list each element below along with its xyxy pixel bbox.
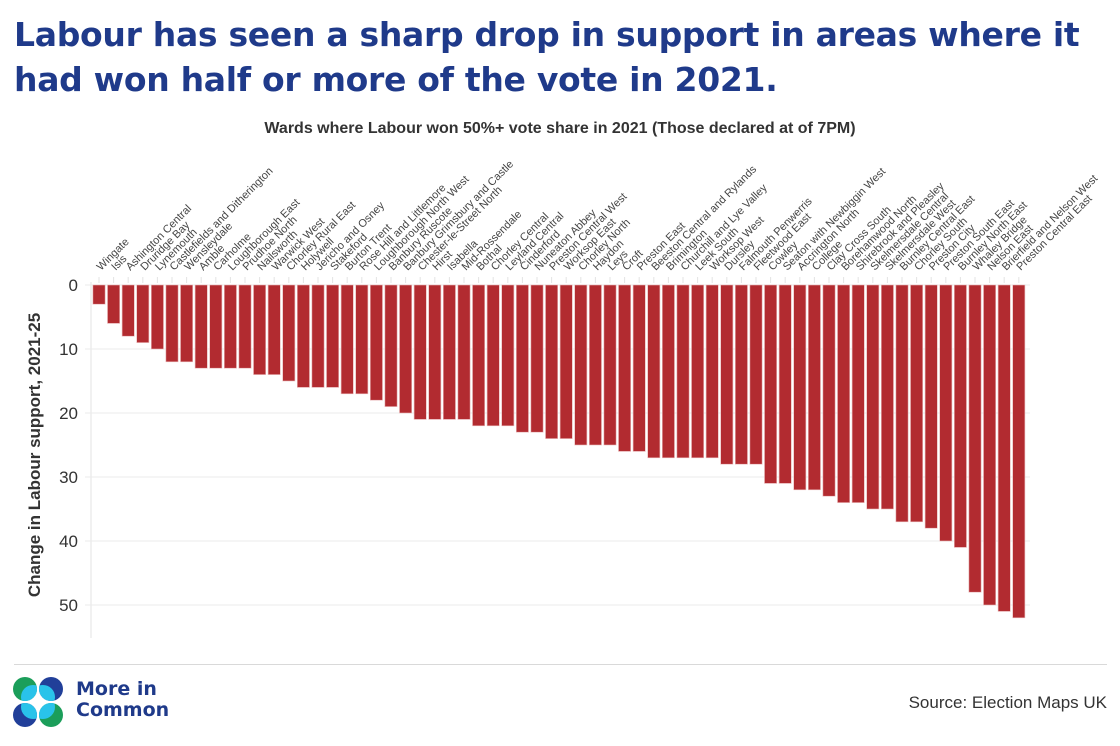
bar: Loughborough North West: 18 [369, 284, 383, 401]
bar: Rose Hill and Littlemore: 17 [355, 284, 369, 395]
y-tick-label: 0 [69, 276, 78, 295]
logo-wordmark: More in Common [76, 679, 169, 721]
bar: Castlefields and Ditherington: 12 [165, 284, 179, 363]
bar: Shirebrook and Pleasley: 34 [851, 284, 865, 503]
bar: Isabella: 21 [442, 284, 456, 420]
bar: Druridge Bay: 9 [136, 284, 150, 343]
bar: Banbury Grimsbury and Castle: 20 [399, 284, 412, 414]
bar: Chester-le-Street North: 21 [413, 284, 427, 420]
bar: Banbury Ruscote: 19 [384, 284, 398, 407]
bar: Whaley Bridge: 48 [968, 284, 982, 593]
y-axis-label: Change in Labour support, 2021-25 [25, 313, 44, 597]
bar: Worksop East: 24 [559, 284, 573, 439]
bar: Burnley Central East: 37 [895, 284, 909, 523]
bar: Nuneaton Abbey: 23 [530, 284, 544, 433]
chart-title: Wards where Labour won 50%+ vote share i… [264, 120, 856, 137]
bar: Loughborough East: 13 [224, 284, 237, 369]
four-circles-logo-icon [13, 677, 63, 727]
bar: Chorley South: 37 [910, 284, 923, 523]
bar-chart: 0 10 20 30 40 50 Wingate: 3Isis: 6Ashington C… [25, 158, 1101, 638]
bar: Preston Central East: 52 [1012, 284, 1026, 619]
logo-line-2: Common [76, 699, 170, 721]
y-tick-label: 10 [59, 340, 78, 359]
bar: College: 32 [807, 284, 821, 491]
bar: Amble: 13 [194, 284, 208, 369]
bar: Stakeford: 16 [326, 284, 339, 388]
bar: Leek South: 27 [691, 284, 704, 459]
bar: Leys: 25 [603, 284, 617, 446]
bar: Clay Cross South: 33 [822, 284, 836, 497]
bar: Carholme: 13 [209, 284, 223, 369]
bar: Chorley North: 25 [574, 284, 588, 446]
bar: Cowley: 31 [764, 284, 777, 484]
bar: Warwick West: 14 [267, 284, 281, 375]
y-tick-label: 20 [59, 404, 78, 423]
bar: Ashington Central: 8 [121, 284, 135, 337]
y-tick-label: 50 [59, 596, 78, 615]
bar: Wensleydale: 12 [180, 284, 193, 363]
bar: Nailsworth: 14 [253, 284, 266, 375]
bar: Nelson East: 50 [983, 284, 996, 606]
bar: Isis: 6 [107, 284, 120, 324]
bar: Cinderford: 23 [515, 284, 529, 433]
bar: Chorley Central: 22 [486, 284, 500, 427]
bar: Brierfield and Nelson West: 51 [997, 284, 1011, 612]
bar: Leyland Central: 22 [501, 284, 515, 427]
bar: Bothal: 22 [472, 284, 485, 427]
bar: Burton Trent: 17 [340, 284, 354, 395]
bars: Wingate: 3Isis: 6Ashington Central: 8Dru… [92, 284, 1026, 619]
bar: Burnley North East: 41 [953, 284, 967, 548]
bar: Croft: 26 [618, 284, 631, 452]
y-tick-label: 40 [59, 532, 78, 551]
bar: Skelmersdale West: 35 [880, 284, 894, 510]
bar: Holywell: 16 [296, 284, 310, 388]
y-tick-label: 30 [59, 468, 78, 487]
source-note: Source: Election Maps UK [908, 693, 1107, 712]
bar: Preston East: 26 [632, 284, 646, 452]
bar: Skelmersdale Central: 35 [866, 284, 880, 510]
bar: Brimington: 27 [661, 284, 675, 459]
headline: Labour has seen a sharp drop in support … [14, 15, 1080, 99]
bar: Preston Central West: 24 [545, 284, 558, 439]
bar: Fleetwood East: 28 [749, 284, 763, 465]
bar: Mid-Rossendale: 21 [457, 284, 471, 420]
bar: Chorley Rural East: 15 [282, 284, 296, 382]
bar: Hirst: 21 [428, 284, 442, 420]
bar: Beeston Central and Rylands: 27 [647, 284, 661, 459]
footer-divider [14, 664, 1107, 665]
bar: Dursley: 28 [720, 284, 734, 465]
bar: Worksop West: 27 [705, 284, 719, 459]
bar: Haydon: 25 [588, 284, 602, 446]
logo-line-1: More in [76, 678, 157, 700]
bar: Seaton with Newbiggin West: 31 [778, 284, 792, 484]
bar: Preston South East: 40 [939, 284, 953, 542]
bar: Accrington North: 32 [793, 284, 807, 491]
bar: Jericho and Osney: 16 [311, 284, 325, 388]
bar: Preston City: 38 [924, 284, 938, 529]
bar: Churchill and Lye Valley: 27 [676, 284, 690, 459]
bar: Borehamwood North: 34 [837, 284, 850, 503]
bar: Wingate: 3 [92, 284, 106, 305]
bar: Falmouth Penwerris: 28 [734, 284, 748, 465]
bar: Prudhoe North: 13 [238, 284, 252, 369]
bar: Lynemouth: 10 [151, 284, 164, 350]
y-axis-ticks: 0 10 20 30 40 50 [59, 276, 1020, 615]
